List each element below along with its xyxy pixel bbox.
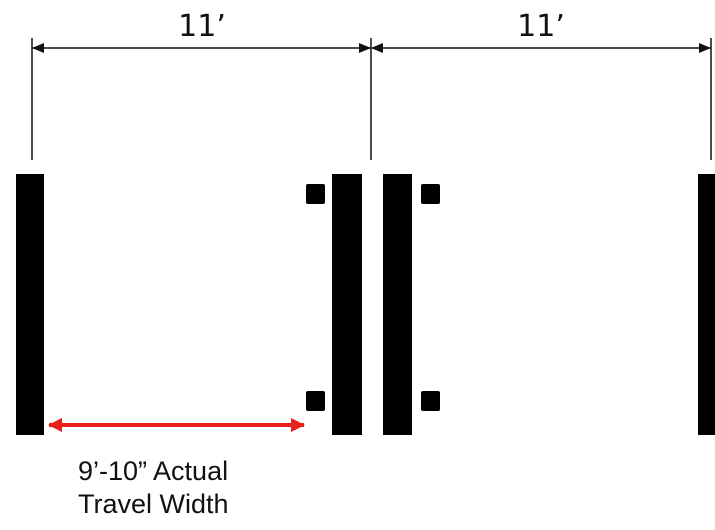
post-marker [306, 184, 325, 204]
right-edge-stripe [698, 174, 715, 435]
post-marker [421, 391, 440, 411]
left-edge-stripe [16, 174, 44, 435]
caption-line-2: Travel Width [78, 489, 229, 519]
actual-travel-width-caption: 9’-10” Actual Travel Width [78, 455, 229, 521]
right-lane-width-label: 11’ [517, 9, 565, 44]
post-marker [306, 391, 325, 411]
center-stripe-right [383, 174, 412, 435]
left-lane-width-label: 11’ [178, 9, 226, 44]
center-stripe-left [332, 174, 362, 435]
post-marker [421, 184, 440, 204]
caption-line-1: 9’-10” Actual [78, 456, 229, 486]
